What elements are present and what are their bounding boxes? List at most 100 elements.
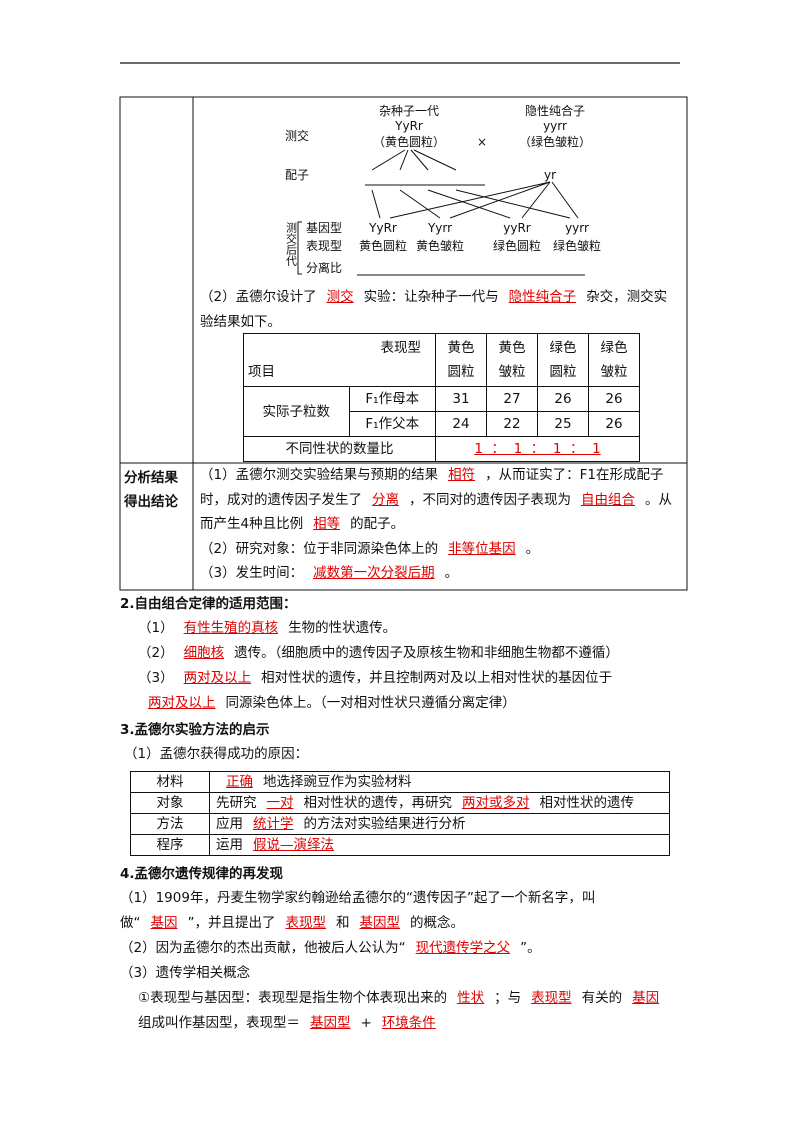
text-run: ”，并且提出了 (187, 915, 276, 931)
phenotype-header: 黄色圆粒 (435, 333, 487, 387)
phenotype: 黄色皱粒 (416, 238, 464, 253)
method-content: 正确 地选择豌豆作为实验材料 (209, 771, 670, 793)
ratio-cell: 1 ： 1 ： 1 ： 1 (435, 436, 640, 462)
text-run: ，从而证实了：F1在形成配子时，成对的遗传因子发生了 (200, 467, 664, 508)
header-row: 表现型 项目 黄色圆粒 黄色皱粒 绿色圆粒 绿色皱粒 (243, 333, 640, 387)
text-run: 先研究 (216, 795, 257, 811)
method-content: 应用 统计学 的方法对实验结果进行分析 (209, 813, 670, 835)
text-run: 相对性状的遗传，并且控制两对及以上相对性状的基因位于 (261, 670, 613, 686)
answer: 表现型 (285, 915, 327, 931)
recessive-label: 隐性纯合子 (525, 103, 585, 118)
offspring-label: 测交后代 (285, 222, 298, 267)
text-run: （1） (138, 620, 174, 636)
answer: 两对及以上 (183, 670, 252, 686)
answer: 统计学 (253, 816, 294, 832)
hybrid-phenotype: （黄色圆粒） (373, 134, 445, 149)
text-run: 相对性状的遗传，再研究 (303, 795, 453, 811)
method-row: 材料 正确 地选择豌豆作为实验材料 (130, 771, 670, 793)
method-row: 方法 应用 统计学 的方法对实验结果进行分析 (130, 813, 670, 835)
count-cell: 24 (435, 411, 487, 437)
answer: 隐性纯合子 (508, 289, 577, 305)
count-cell: 27 (486, 386, 538, 412)
count-cell: 26 (588, 411, 640, 437)
text-run: 杂交，测交实验结果如下。 (200, 289, 668, 330)
answer: 基因 (150, 915, 178, 931)
recessive-gamete: yr (544, 168, 556, 182)
recessive-genotype: yyrr (543, 119, 567, 133)
text-run: （2）孟德尔设计了 (200, 289, 317, 305)
offspring-arrows (371, 189, 571, 219)
method-row: 对象 先研究 一对 相对性状的遗传，再研究 两对或多对 相对性状的遗传 (130, 792, 670, 814)
answer: 1 ： 1 ： 1 ： 1 (474, 441, 601, 457)
genotype: yyrr (565, 221, 589, 235)
count-cell: 25 (537, 411, 589, 437)
section-title: 4.孟德尔遗传规律的再发现 (120, 866, 284, 882)
method-content: 运用 假说—演绎法 (209, 834, 670, 856)
text-run: 组成叫作基因型，表现型＝ (138, 1015, 300, 1031)
answer: 表现型 (531, 990, 572, 1006)
method-label: 程序 (130, 834, 210, 856)
text-run: （1）孟德尔测交实验结果与预期的结果 (200, 467, 439, 483)
row-label: F₁作父本 (348, 411, 437, 437)
experiment-paragraph: （2）孟德尔设计了 测交 实验：让杂种子一代与 隐性纯合子 杂交，测交实验结果如下。 (200, 285, 678, 335)
text-run: 生物的性状遗传。 (288, 620, 397, 636)
text-run: 遗传。（细胞质中的遗传因子及原核生物和非细胞生物都不遵循） (234, 645, 619, 661)
count-cell: 26 (537, 386, 589, 412)
text-run: （3）遗传学相关概念 (120, 965, 251, 981)
section-title: 2.自由组合定律的适用范围： (120, 596, 297, 612)
paragraph: （2） 细胞核 遗传。（细胞质中的遗传因子及原核生物和非细胞生物都不遵循） (120, 641, 682, 666)
paragraph: （2）研究对象：位于非同源染色体上的 非等位基因。 (200, 537, 682, 562)
header-left: 项目 (248, 364, 275, 380)
section: 4.孟德尔遗传规律的再发现 （1）1909年，丹麦生物学家约翰逊给孟德尔的“遗传因… (120, 862, 682, 1036)
recessive-phenotype: （绿色皱粒） (519, 134, 591, 149)
paragraph: （1）孟德尔获得成功的原因： (120, 742, 682, 767)
ratio-row: 不同性状的数量比 1 ： 1 ： 1 ： 1 (243, 436, 640, 462)
recessive-arrows (389, 181, 579, 219)
answer: 细胞核 (183, 645, 225, 661)
count-cell: 22 (486, 411, 538, 437)
paragraph: （1） 有性生殖的真核 生物的性状遗传。 (120, 616, 682, 641)
hybrid-genotype: YyRr (394, 119, 423, 133)
testcross-label: 测交 (285, 128, 309, 143)
data-row: F₁作父本 24 22 25 26 (244, 411, 640, 437)
answer: 现代遗传学之父 (415, 940, 511, 956)
text-run: + (360, 1015, 372, 1031)
text-run: 的配子。 (350, 516, 405, 532)
answer: 自由组合 (581, 491, 635, 508)
gamete-label: 配子 (285, 168, 309, 182)
analysis-paragraphs: （1）孟德尔测交实验结果与预期的结果 相符 ，从而证实了：F1在形成配子时，成对的遗… (200, 463, 682, 586)
text-run: 地选择豌豆作为实验材料 (263, 774, 412, 790)
genotype: YyRr (368, 221, 397, 235)
phenotype-header: 黄色皱粒 (486, 333, 538, 387)
paragraph: （1）孟德尔测交实验结果与预期的结果 相符 ，从而证实了：F1在形成配子时，成对的遗… (200, 463, 682, 537)
text-run: ；与 (494, 990, 522, 1006)
text-run: 。从而产生4种且比例 (200, 491, 672, 533)
phenotype: 绿色皱粒 (553, 238, 601, 253)
answer: 假说—演绎法 (253, 837, 334, 853)
answer: 性状 (457, 990, 485, 1006)
paragraph: （3）发生时间： 减数第一次分裂后期。 (200, 561, 682, 586)
method-table: 材料 正确 地选择豌豆作为实验材料 对象 先研究 一对 相对性状的遗传，再研究 两对或多对 相对… (130, 771, 670, 856)
offspring-group: YyRr 黄色圆粒 Yyrr 黄色皱粒 yyRr 绿色圆粒 yyrr 绿色皱粒 (359, 221, 601, 253)
text-run: ，不同对的遗传因子表现为 (409, 491, 571, 508)
text-run: （2）研究对象：位于非同源染色体上的 (200, 540, 439, 557)
answer: 分离 (372, 491, 399, 508)
bracket (297, 221, 302, 275)
sections: 2.自由组合定律的适用范围： （1） 有性生殖的真核 生物的性状遗传。 （2） 细胞核 遗传… (120, 590, 682, 1036)
text-run: （2）因为孟德尔的杰出贡献，他被后人公认为“ (120, 940, 406, 956)
section: 3.孟德尔实验方法的启示 （1）孟德尔获得成功的原因： 材料 正确 地选择豌豆作为实验材… (120, 718, 682, 856)
cross-sign: × (477, 135, 487, 149)
row-group-label: 实际子粒数 (243, 386, 350, 437)
answer: 正确 (226, 774, 253, 790)
row-label: F₁作母本 (348, 386, 437, 412)
text-run: 和 (336, 915, 350, 931)
experiment-table: 表现型 项目 黄色圆粒 黄色皱粒 绿色圆粒 绿色皱粒 实际子粒数 F₁作母本 31 27 26 26 F… (243, 333, 640, 462)
text-run: 同源染色体上。（一对相对性状只遵循分离定律） (225, 695, 516, 711)
answer: 一对 (266, 795, 294, 811)
text-run: 应用 (216, 816, 243, 832)
method-content: 先研究 一对 相对性状的遗传，再研究 两对或多对 相对性状的遗传 (209, 792, 670, 814)
experiment-table-wrap: 表现型 项目 黄色圆粒 黄色皱粒 绿色圆粒 绿色皱粒 实际子粒数 F₁作母本 31 27 26 26 F… (243, 333, 640, 462)
row-label: 表现型 (306, 239, 342, 253)
